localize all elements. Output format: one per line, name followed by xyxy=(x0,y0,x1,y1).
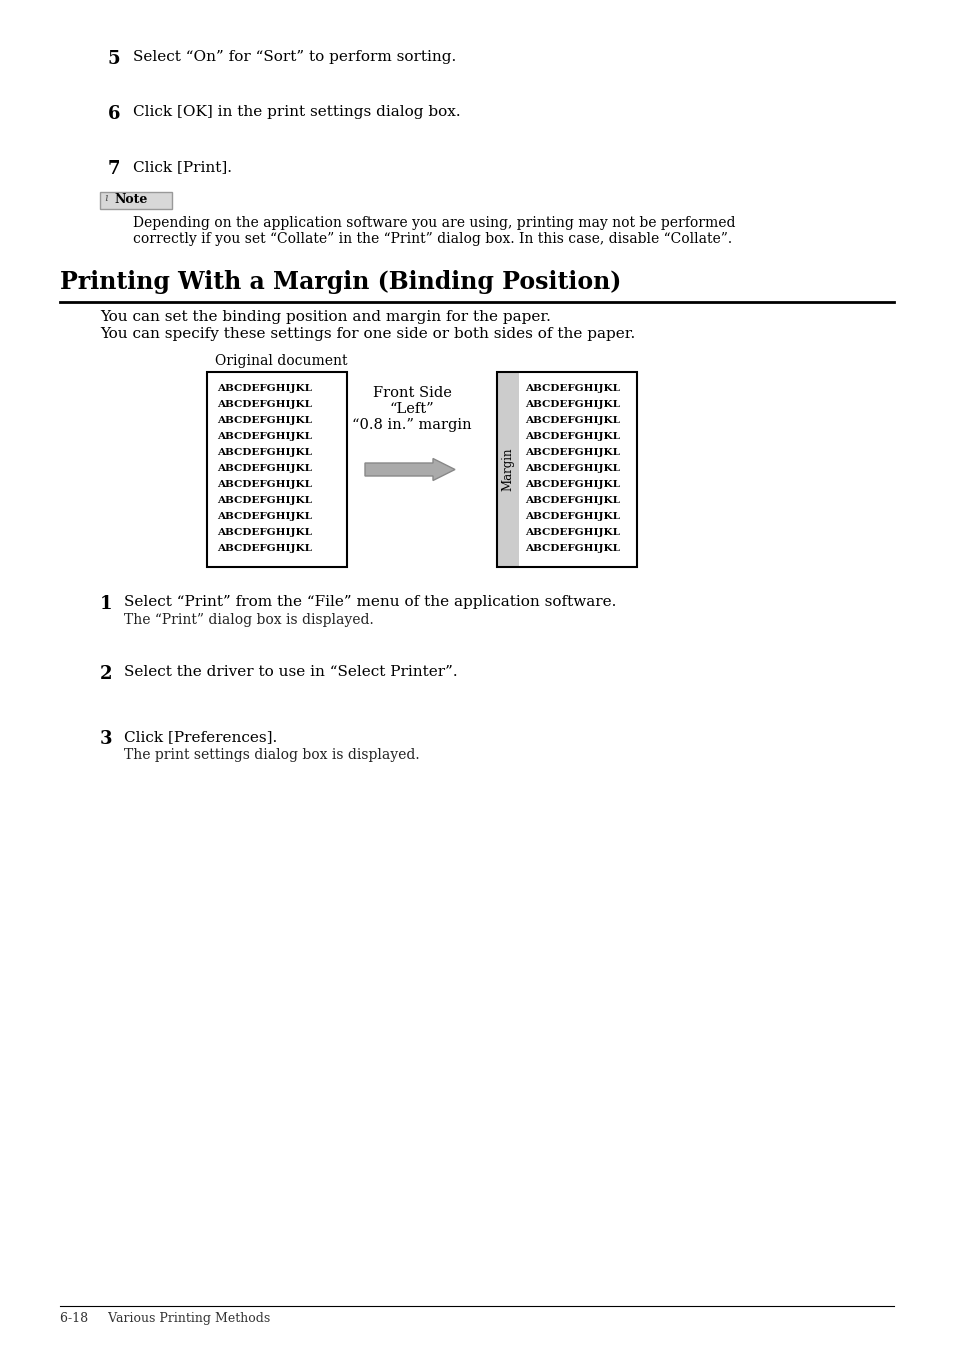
Text: ABCDEFGHIJKL: ABCDEFGHIJKL xyxy=(524,464,619,473)
Text: ABCDEFGHIJKL: ABCDEFGHIJKL xyxy=(216,448,312,457)
Text: Front Side: Front Side xyxy=(373,386,451,400)
Text: Depending on the application software you are using, printing may not be perform: Depending on the application software yo… xyxy=(132,216,735,231)
Text: ABCDEFGHIJKL: ABCDEFGHIJKL xyxy=(216,496,312,506)
Text: ABCDEFGHIJKL: ABCDEFGHIJKL xyxy=(524,400,619,408)
Text: ABCDEFGHIJKL: ABCDEFGHIJKL xyxy=(216,384,312,394)
Text: ABCDEFGHIJKL: ABCDEFGHIJKL xyxy=(216,400,312,408)
Text: ABCDEFGHIJKL: ABCDEFGHIJKL xyxy=(524,496,619,506)
Text: Select “On” for “Sort” to perform sorting.: Select “On” for “Sort” to perform sortin… xyxy=(132,50,456,63)
Text: Select the driver to use in “Select Printer”.: Select the driver to use in “Select Prin… xyxy=(124,665,457,679)
Text: ABCDEFGHIJKL: ABCDEFGHIJKL xyxy=(216,480,312,489)
Text: ABCDEFGHIJKL: ABCDEFGHIJKL xyxy=(524,512,619,520)
Bar xyxy=(497,372,637,568)
Bar xyxy=(207,372,347,568)
Text: ABCDEFGHIJKL: ABCDEFGHIJKL xyxy=(216,431,312,441)
Text: ABCDEFGHIJKL: ABCDEFGHIJKL xyxy=(216,528,312,537)
Text: ABCDEFGHIJKL: ABCDEFGHIJKL xyxy=(216,545,312,553)
Text: Printing With a Margin (Binding Position): Printing With a Margin (Binding Position… xyxy=(60,270,620,294)
Text: ı: ı xyxy=(104,193,108,204)
Text: 7: 7 xyxy=(108,160,120,178)
Text: Select “Print” from the “File” menu of the application software.: Select “Print” from the “File” menu of t… xyxy=(124,594,616,609)
Text: ABCDEFGHIJKL: ABCDEFGHIJKL xyxy=(524,480,619,489)
Bar xyxy=(497,372,518,568)
Text: 5: 5 xyxy=(108,50,120,67)
Text: You can set the binding position and margin for the paper.: You can set the binding position and mar… xyxy=(100,310,550,324)
Text: Original document: Original document xyxy=(214,355,347,368)
Text: ABCDEFGHIJKL: ABCDEFGHIJKL xyxy=(216,512,312,520)
Text: Margin: Margin xyxy=(501,448,514,491)
Text: ABCDEFGHIJKL: ABCDEFGHIJKL xyxy=(524,431,619,441)
Text: ABCDEFGHIJKL: ABCDEFGHIJKL xyxy=(524,528,619,537)
Text: correctly if you set “Collate” in the “Print” dialog box. In this case, disable : correctly if you set “Collate” in the “P… xyxy=(132,232,731,245)
Text: Click [Print].: Click [Print]. xyxy=(132,160,232,174)
Text: Click [Preferences].: Click [Preferences]. xyxy=(124,731,277,744)
Text: 6-18     Various Printing Methods: 6-18 Various Printing Methods xyxy=(60,1312,270,1325)
Text: ABCDEFGHIJKL: ABCDEFGHIJKL xyxy=(216,417,312,425)
Text: Note: Note xyxy=(113,193,147,206)
Text: 1: 1 xyxy=(100,594,112,613)
Text: ABCDEFGHIJKL: ABCDEFGHIJKL xyxy=(524,545,619,553)
Text: The print settings dialog box is displayed.: The print settings dialog box is display… xyxy=(124,748,419,762)
Text: ABCDEFGHIJKL: ABCDEFGHIJKL xyxy=(216,464,312,473)
Text: “0.8 in.” margin: “0.8 in.” margin xyxy=(352,418,472,431)
Text: “Left”: “Left” xyxy=(389,402,434,417)
Text: 2: 2 xyxy=(100,665,112,683)
Text: 3: 3 xyxy=(100,731,112,748)
FancyArrow shape xyxy=(365,458,455,480)
Text: ABCDEFGHIJKL: ABCDEFGHIJKL xyxy=(524,384,619,394)
Text: Click [OK] in the print settings dialog box.: Click [OK] in the print settings dialog … xyxy=(132,105,460,119)
Text: 6: 6 xyxy=(108,105,120,123)
Text: ABCDEFGHIJKL: ABCDEFGHIJKL xyxy=(524,417,619,425)
Text: ABCDEFGHIJKL: ABCDEFGHIJKL xyxy=(524,448,619,457)
Text: The “Print” dialog box is displayed.: The “Print” dialog box is displayed. xyxy=(124,613,374,627)
Bar xyxy=(100,191,172,209)
Text: You can specify these settings for one side or both sides of the paper.: You can specify these settings for one s… xyxy=(100,328,635,341)
